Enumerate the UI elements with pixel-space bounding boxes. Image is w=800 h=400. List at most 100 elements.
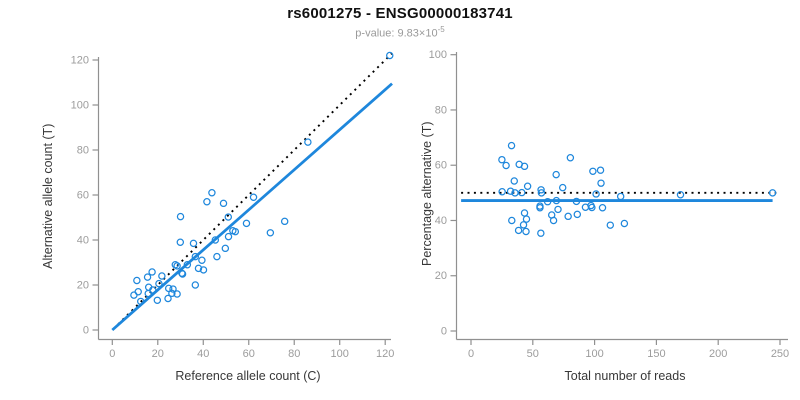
data-point <box>598 204 607 212</box>
data-point <box>520 162 529 171</box>
data-point <box>137 297 145 306</box>
y-tick-label: 40 <box>77 235 89 247</box>
x-tick-label: 0 <box>109 348 115 360</box>
y-tick-label: 100 <box>429 49 447 61</box>
data-point <box>572 197 581 206</box>
data-point <box>514 226 523 235</box>
pvalue-text: p-value: 9.83×10 <box>355 27 438 40</box>
data-point <box>133 276 141 285</box>
data-point <box>768 189 777 197</box>
data-point <box>189 239 198 248</box>
data-point <box>536 204 544 212</box>
data-point <box>173 262 181 270</box>
x-tick-label: 60 <box>243 348 255 360</box>
data-point <box>552 196 561 205</box>
data-point <box>537 189 546 197</box>
data-point <box>231 227 240 236</box>
data-point <box>211 236 220 244</box>
data-point <box>213 252 221 261</box>
data-point <box>522 215 531 223</box>
data-point <box>616 192 625 201</box>
data-point <box>676 191 685 199</box>
data-point <box>510 177 518 185</box>
pvalue-exponent: -5 <box>437 25 445 34</box>
data-point <box>596 166 605 174</box>
x-axis-title: Reference allele count (C) <box>175 369 320 383</box>
data-point <box>149 286 157 294</box>
data-point <box>543 197 552 206</box>
data-point <box>554 205 562 214</box>
data-point <box>224 232 233 241</box>
data-point <box>208 189 216 197</box>
data-point <box>219 199 228 208</box>
data-point <box>221 244 230 253</box>
y-tick-label: 0 <box>83 325 89 337</box>
data-point <box>498 155 506 164</box>
data-point <box>130 291 138 299</box>
data-point <box>498 188 506 196</box>
y-axis-title: Alternative allele count (T) <box>41 124 55 269</box>
identity-line <box>112 52 393 330</box>
data-point <box>249 193 258 201</box>
y-tick-label: 100 <box>71 100 89 112</box>
data-point <box>573 210 582 219</box>
regression-line <box>111 82 393 332</box>
y-tick-label: 120 <box>71 55 89 67</box>
data-point <box>173 290 181 298</box>
data-point <box>242 219 251 228</box>
right-plot: 0 50 100 150 200 250 0 20 40 60 80 100 Total number … <box>420 49 789 383</box>
data-point <box>508 216 516 225</box>
data-point <box>194 264 203 273</box>
y-tick-label: 60 <box>77 190 89 202</box>
data-point <box>158 272 166 280</box>
y-tick-label: 0 <box>441 326 447 338</box>
data-point <box>164 294 172 303</box>
figure-subtitle: p-value: 9.83×10-5 <box>0 25 800 40</box>
y-tick-label: 80 <box>435 104 447 116</box>
x-tick-label: 80 <box>288 348 300 360</box>
x-tick-label: 20 <box>152 348 164 360</box>
data-point <box>592 190 600 198</box>
data-point <box>558 183 567 192</box>
x-tick-label: 0 <box>468 348 474 360</box>
data-point <box>176 238 185 246</box>
data-point <box>564 212 572 221</box>
x-tick-label: 120 <box>376 348 394 360</box>
x-tick-label: 150 <box>647 348 665 360</box>
data-point <box>620 219 629 228</box>
data-point <box>191 281 200 289</box>
data-point <box>507 141 516 150</box>
data-point <box>199 266 208 274</box>
data-point <box>178 270 187 278</box>
y-tick-label: 20 <box>435 270 447 282</box>
x-tick-label: 100 <box>331 348 349 360</box>
data-point <box>518 188 526 197</box>
data-point <box>153 296 162 305</box>
data-point <box>589 167 597 176</box>
x-tick-label: 200 <box>709 348 727 360</box>
data-point <box>176 212 185 221</box>
data-point <box>537 229 545 237</box>
data-point <box>168 289 176 298</box>
y-axis-title: Percentage alternative (T) <box>420 121 434 266</box>
data-point <box>386 51 394 60</box>
data-point <box>606 221 615 229</box>
data-point <box>519 221 528 229</box>
y-tick-label: 40 <box>435 215 447 227</box>
data-point <box>588 203 596 212</box>
y-tick-label: 60 <box>435 160 447 172</box>
data-point <box>522 227 530 236</box>
x-tick-label: 250 <box>771 348 789 360</box>
data-point <box>304 138 312 146</box>
data-point <box>549 216 558 225</box>
data-point <box>523 182 532 190</box>
data-point <box>266 229 275 237</box>
x-tick-label: 40 <box>197 348 209 360</box>
x-axis-title: Total number of reads <box>565 369 686 383</box>
data-point <box>134 288 142 296</box>
data-point <box>506 187 515 195</box>
data-point <box>155 279 163 288</box>
figure-title: rs6001275 - ENSG00000183741 <box>287 5 513 22</box>
data-point <box>198 256 206 264</box>
data-point <box>537 186 545 194</box>
